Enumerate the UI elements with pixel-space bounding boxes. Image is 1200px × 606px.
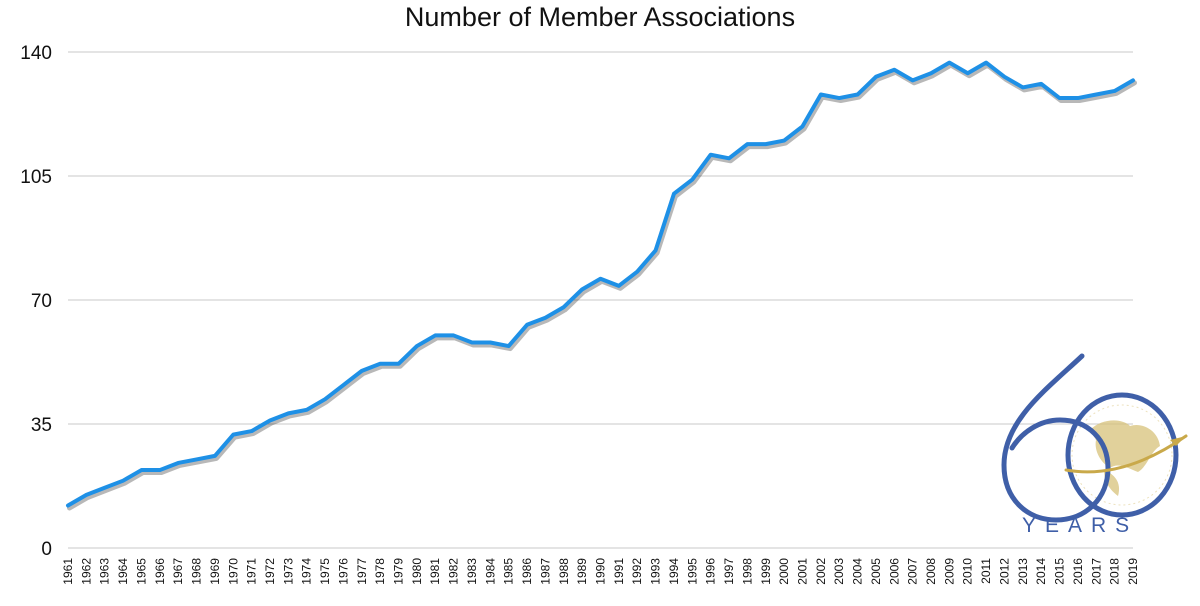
logo-caption: YEARS xyxy=(1022,514,1138,537)
x-tick-label: 1979 xyxy=(392,558,406,585)
x-tick-label: 1982 xyxy=(447,558,461,585)
x-tick-label: 1964 xyxy=(116,558,130,585)
x-tick-label: 1970 xyxy=(226,558,240,585)
plane-icon xyxy=(1170,436,1186,446)
x-tick-label: 1968 xyxy=(190,558,204,585)
x-tick-label: 1974 xyxy=(300,558,314,585)
x-tick-label: 2019 xyxy=(1126,558,1140,585)
x-tick-label: 1994 xyxy=(667,558,681,585)
x-tick-label: 1977 xyxy=(355,558,369,585)
y-tick-label: 105 xyxy=(20,167,52,188)
y-tick-label: 0 xyxy=(41,539,52,560)
x-tick-label: 2016 xyxy=(1071,558,1085,585)
x-tick-label: 1986 xyxy=(520,558,534,585)
x-tick-label: 2005 xyxy=(869,558,883,585)
x-tick-label: 2008 xyxy=(924,558,938,585)
x-tick-label: 1999 xyxy=(759,558,773,585)
x-tick-label: 1973 xyxy=(281,558,295,585)
x-tick-label: 1963 xyxy=(98,558,112,585)
x-tick-label: 2018 xyxy=(1108,558,1122,585)
x-tick-label: 1984 xyxy=(483,558,497,585)
x-tick-label: 2000 xyxy=(777,558,791,585)
x-tick-label: 1966 xyxy=(153,558,167,585)
x-tick-label: 1980 xyxy=(410,558,424,585)
x-tick-label: 1993 xyxy=(649,558,663,585)
x-tick-label: 1992 xyxy=(630,558,644,585)
x-tick-label: 1995 xyxy=(685,558,699,585)
x-tick-label: 1996 xyxy=(704,558,718,585)
chart-title: Number of Member Associations xyxy=(405,2,795,32)
logo-zero-shape xyxy=(1065,392,1179,518)
x-tick-label: 2006 xyxy=(887,558,901,585)
x-tick-label: 2003 xyxy=(832,558,846,585)
x-tick-label: 2009 xyxy=(942,558,956,585)
x-tick-label: 1981 xyxy=(428,558,442,585)
sixty-years-logo: YEARS xyxy=(1001,353,1188,537)
y-axis-ticks: 0 35 70 105 140 xyxy=(20,43,52,560)
x-axis-ticks: 1961 1962 1963 1964 1965 1966 1967 1968 1969 1970… xyxy=(61,558,1140,585)
x-tick-label: 1998 xyxy=(740,558,754,585)
x-tick-label: 2001 xyxy=(795,558,809,585)
x-tick-label: 1990 xyxy=(594,558,608,585)
gridlines xyxy=(68,51,1133,549)
x-tick-label: 1967 xyxy=(171,558,185,585)
x-tick-label: 2004 xyxy=(851,558,865,585)
x-tick-label: 2011 xyxy=(979,558,993,584)
x-tick-label: 2010 xyxy=(961,558,975,585)
x-tick-label: 1975 xyxy=(318,558,332,585)
series-layer xyxy=(66,60,1137,511)
x-tick-label: 1997 xyxy=(722,558,736,585)
x-tick-label: 1978 xyxy=(373,558,387,585)
y-tick-label: 70 xyxy=(31,291,52,312)
logo-six-shape xyxy=(1001,353,1111,523)
x-tick-label: 1971 xyxy=(245,558,259,585)
x-tick-label: 1988 xyxy=(557,558,571,585)
x-tick-label: 2013 xyxy=(1016,558,1030,585)
x-tick-label: 1961 xyxy=(61,558,75,585)
y-tick-label: 35 xyxy=(31,415,52,436)
x-tick-label: 1965 xyxy=(134,558,148,585)
x-tick-label: 1991 xyxy=(612,558,626,585)
x-tick-label: 1962 xyxy=(79,558,93,585)
x-tick-label: 2002 xyxy=(814,558,828,585)
x-tick-label: 1985 xyxy=(502,558,516,585)
x-tick-label: 1972 xyxy=(263,558,277,585)
x-tick-label: 2007 xyxy=(906,558,920,585)
x-tick-label: 1983 xyxy=(465,558,479,585)
x-tick-label: 2017 xyxy=(1089,558,1103,585)
logo-swoosh xyxy=(1064,434,1188,474)
x-tick-label: 1989 xyxy=(575,558,589,585)
x-tick-label: 1987 xyxy=(538,558,552,585)
x-tick-label: 2014 xyxy=(1034,558,1048,585)
x-tick-label: 2012 xyxy=(997,558,1011,585)
x-tick-label: 2015 xyxy=(1053,558,1067,585)
y-tick-label: 140 xyxy=(20,43,52,64)
x-tick-label: 1976 xyxy=(336,558,350,585)
x-tick-label: 1969 xyxy=(208,558,222,585)
